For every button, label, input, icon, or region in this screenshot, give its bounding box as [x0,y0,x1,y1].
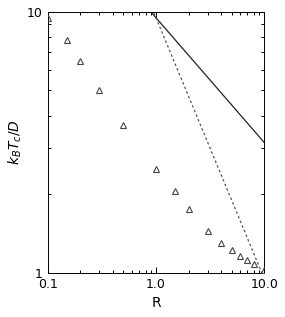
Y-axis label: $k_BT_c/D$: $k_BT_c/D$ [7,119,24,165]
X-axis label: R: R [151,296,161,310]
